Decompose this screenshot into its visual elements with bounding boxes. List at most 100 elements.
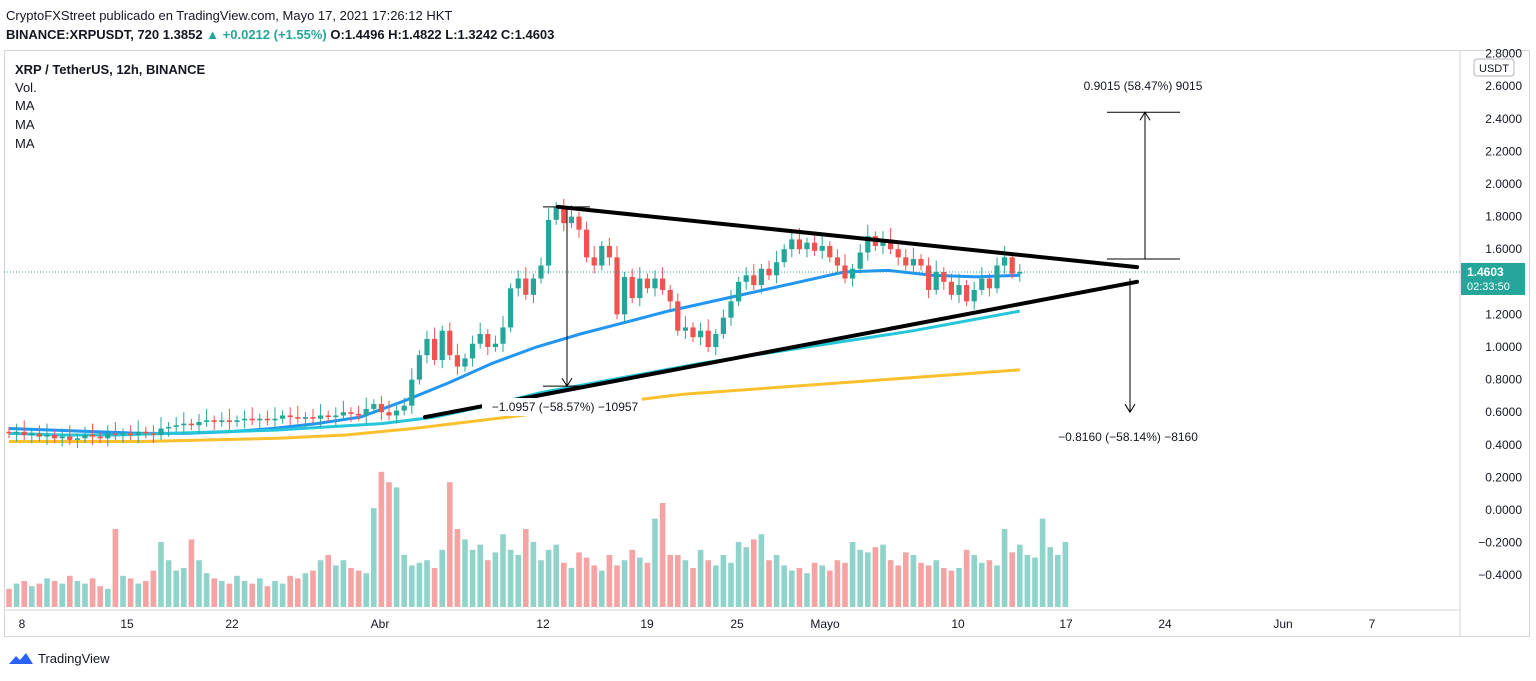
volume-bar — [621, 560, 628, 607]
volume-bar — [1024, 555, 1031, 607]
volume-bar — [500, 534, 506, 607]
volume-bar — [903, 552, 909, 607]
tradingview-brand[interactable]: TradingView — [8, 650, 110, 666]
volume-bar — [13, 583, 20, 607]
arrow-down-head — [1124, 403, 1136, 414]
candle-body — [515, 278, 521, 289]
candle-body — [971, 289, 977, 302]
volume-bar — [219, 581, 225, 607]
candle-body — [523, 278, 529, 295]
volume-bar — [629, 549, 635, 607]
price-tick-label: −0.2000 — [1478, 536, 1522, 550]
volume-bar — [143, 581, 149, 607]
volume-bar — [287, 575, 293, 607]
volume-bar — [424, 560, 430, 607]
volume-bar — [614, 565, 620, 607]
candle-body — [318, 415, 324, 419]
volume-bar — [507, 549, 514, 607]
volume-bar — [241, 581, 248, 607]
time-tick-label: Abr — [371, 617, 390, 631]
volume-bar — [652, 518, 658, 607]
volume-bar — [97, 586, 103, 607]
volume-bar — [956, 568, 962, 607]
candle-body — [576, 216, 582, 230]
volume-bar — [766, 560, 772, 607]
volume-bar — [606, 555, 613, 607]
symbol-label: BINANCE:XRPUSDT, 720 — [6, 27, 160, 42]
candle-body — [941, 272, 947, 282]
time-tick-label: 25 — [730, 617, 744, 631]
candle-body — [272, 418, 278, 421]
time-tick-label: 24 — [1158, 617, 1172, 631]
candle-body — [432, 338, 438, 361]
legend-ma-2[interactable]: MA — [15, 117, 35, 132]
volume-bar — [355, 570, 362, 607]
volume-bar — [279, 583, 286, 607]
volume-bar — [67, 575, 73, 607]
volume-bar — [59, 583, 65, 607]
candle-body — [888, 239, 894, 250]
price-tick-label: 0.0000 — [1485, 503, 1522, 517]
candle-body — [500, 327, 506, 344]
price-tick-label: −0.4000 — [1478, 568, 1522, 582]
candle-body — [439, 330, 445, 361]
candle-body — [409, 379, 415, 406]
volume-bar — [257, 578, 263, 607]
volume-bar — [811, 562, 818, 607]
volume-bar — [310, 570, 316, 607]
candle-body — [705, 330, 711, 347]
candle-body — [1002, 257, 1008, 266]
candle-body — [865, 236, 871, 253]
candle-body — [302, 417, 308, 419]
candle-body — [470, 343, 476, 359]
volume-bar — [789, 570, 795, 607]
candle-body — [713, 333, 719, 347]
chart-title: XRP / TetherUS, 12h, BINANCE — [15, 62, 206, 77]
candle-body — [264, 418, 270, 421]
volume-bar — [112, 529, 119, 607]
volume-bar — [1055, 555, 1061, 607]
price-tick-label: 2.2000 — [1485, 144, 1522, 158]
candle-body — [1009, 257, 1015, 274]
candle-body — [90, 435, 96, 437]
candle-body — [295, 417, 301, 419]
volume-bar — [644, 562, 651, 607]
volume-bar — [477, 544, 483, 607]
volume-bar — [675, 555, 681, 607]
volume-bar — [659, 503, 666, 607]
volume-bar — [188, 539, 195, 607]
price-tick-label: 2.8000 — [1485, 47, 1522, 61]
current-price-tag — [1461, 262, 1525, 295]
volume-bar — [720, 555, 727, 607]
volume-bar — [705, 560, 711, 607]
candle-body — [728, 301, 734, 318]
candle-body — [325, 415, 331, 418]
candle-body — [652, 278, 658, 289]
candle-body — [394, 410, 400, 416]
candle-body — [249, 418, 255, 421]
candle-body — [546, 219, 552, 266]
volume-bar — [439, 549, 445, 607]
volume-bar — [735, 542, 742, 607]
volume-bar — [203, 573, 210, 607]
legend-ma-3[interactable]: MA — [15, 136, 35, 151]
candle-body — [128, 433, 134, 436]
candle-body — [986, 278, 992, 289]
volume-bar — [333, 565, 339, 607]
ma-line-3 — [9, 368, 1020, 443]
volume-bar — [89, 578, 96, 607]
volume-bar — [135, 583, 141, 607]
legend-vol[interactable]: Vol. — [15, 80, 37, 95]
volume-bar — [591, 565, 597, 607]
volume-bar — [986, 560, 993, 607]
legend-ma-1[interactable]: MA — [15, 98, 35, 113]
candle-body — [196, 421, 202, 426]
volume-bar — [849, 542, 856, 607]
volume-bar — [880, 544, 886, 607]
candle-body — [181, 423, 187, 426]
candle-body — [606, 245, 612, 258]
volume-bar — [492, 552, 499, 607]
candle-body — [614, 257, 620, 315]
candle-body — [74, 438, 80, 440]
